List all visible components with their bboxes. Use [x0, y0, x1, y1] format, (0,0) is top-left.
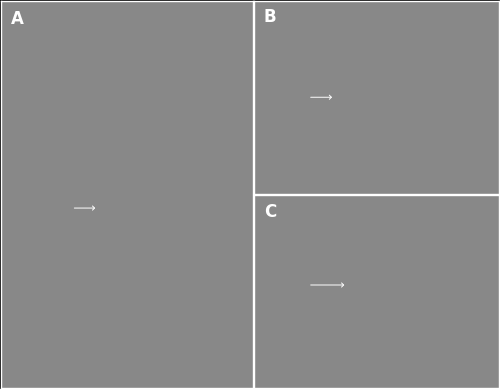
Text: A: A: [11, 11, 24, 28]
Text: B: B: [264, 9, 276, 26]
Text: C: C: [264, 203, 276, 221]
